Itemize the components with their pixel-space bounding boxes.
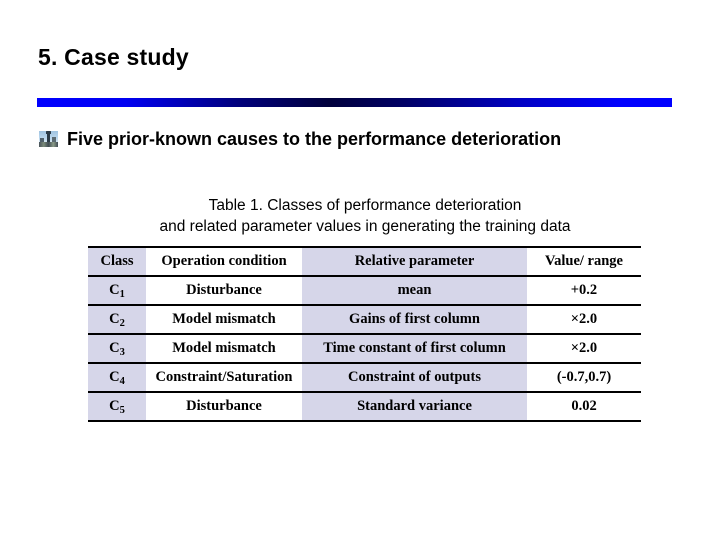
cell-class-subscript: 4 [119,375,125,387]
cell-class: C4 [88,362,146,392]
table-body: C1 Disturbance mean +0.2 C2 Model mismat… [88,275,641,422]
page-title: 5. Case study [38,44,189,70]
table-row: C5 Disturbance Standard variance 0.02 [88,391,641,422]
table-caption-line-1: Table 1. Classes of performance deterior… [208,197,522,214]
cell-class-subscript: 3 [119,346,125,358]
cell-value: ×2.0 [527,333,641,363]
cell-class-subscript: 1 [119,288,125,300]
bullet-tower-shape [46,131,51,144]
cell-class-subscript: 5 [119,404,125,416]
title-underline-rule [37,98,672,107]
bullet-ground-shape [39,142,58,147]
cell-value: 0.02 [527,391,641,422]
cell-class-base: C [109,339,120,356]
classes-table: Class Operation condition Relative param… [88,246,641,422]
cell-parameter: Constraint of outputs [302,362,527,392]
cell-operation: Model mismatch [146,333,302,363]
cell-class: C5 [88,391,146,422]
cell-class: C3 [88,333,146,363]
table-header-operation: Operation condition [146,246,302,276]
table-header-parameter: Relative parameter [302,246,527,276]
picture-bullet-icon [39,131,58,147]
cell-class-base: C [109,397,120,414]
table-header-class: Class [88,246,146,276]
cell-operation: Disturbance [146,391,302,422]
classes-table-container: Class Operation condition Relative param… [88,246,641,422]
cell-class-base: C [109,281,120,298]
cell-class: C1 [88,275,146,305]
table-caption-line-2: and related parameter values in generati… [159,217,571,235]
table-caption: Table 1. Classes of performance deterior… [88,196,642,237]
cell-operation: Model mismatch [146,304,302,334]
cell-class-base: C [109,368,120,385]
bullet-text: Five prior-known causes to the performan… [67,129,562,149]
cell-operation: Disturbance [146,275,302,305]
table-row: C1 Disturbance mean +0.2 [88,275,641,305]
table-row: C4 Constraint/Saturation Constraint of o… [88,362,641,392]
bullet-building-right-shape [52,137,56,144]
cell-parameter: mean [302,275,527,305]
cell-parameter: Standard variance [302,391,527,422]
table-header-value: Value/ range [527,246,641,276]
cell-value: +0.2 [527,275,641,305]
cell-parameter: Gains of first column [302,304,527,334]
cell-value: (-0.7,0.7) [527,362,641,392]
table-row: C3 Model mismatch Time constant of first… [88,333,641,363]
cell-class: C2 [88,304,146,334]
bullet-row: Five prior-known causes to the performan… [39,130,561,148]
cell-class-subscript: 2 [119,317,125,329]
cell-class-base: C [109,310,120,327]
cell-operation: Constraint/Saturation [146,362,302,392]
cell-value: ×2.0 [527,304,641,334]
cell-parameter: Time constant of first column [302,333,527,363]
table-row: C2 Model mismatch Gains of first column … [88,304,641,334]
bullet-building-left-shape [40,138,44,144]
table-header-row: Class Operation condition Relative param… [88,246,641,276]
